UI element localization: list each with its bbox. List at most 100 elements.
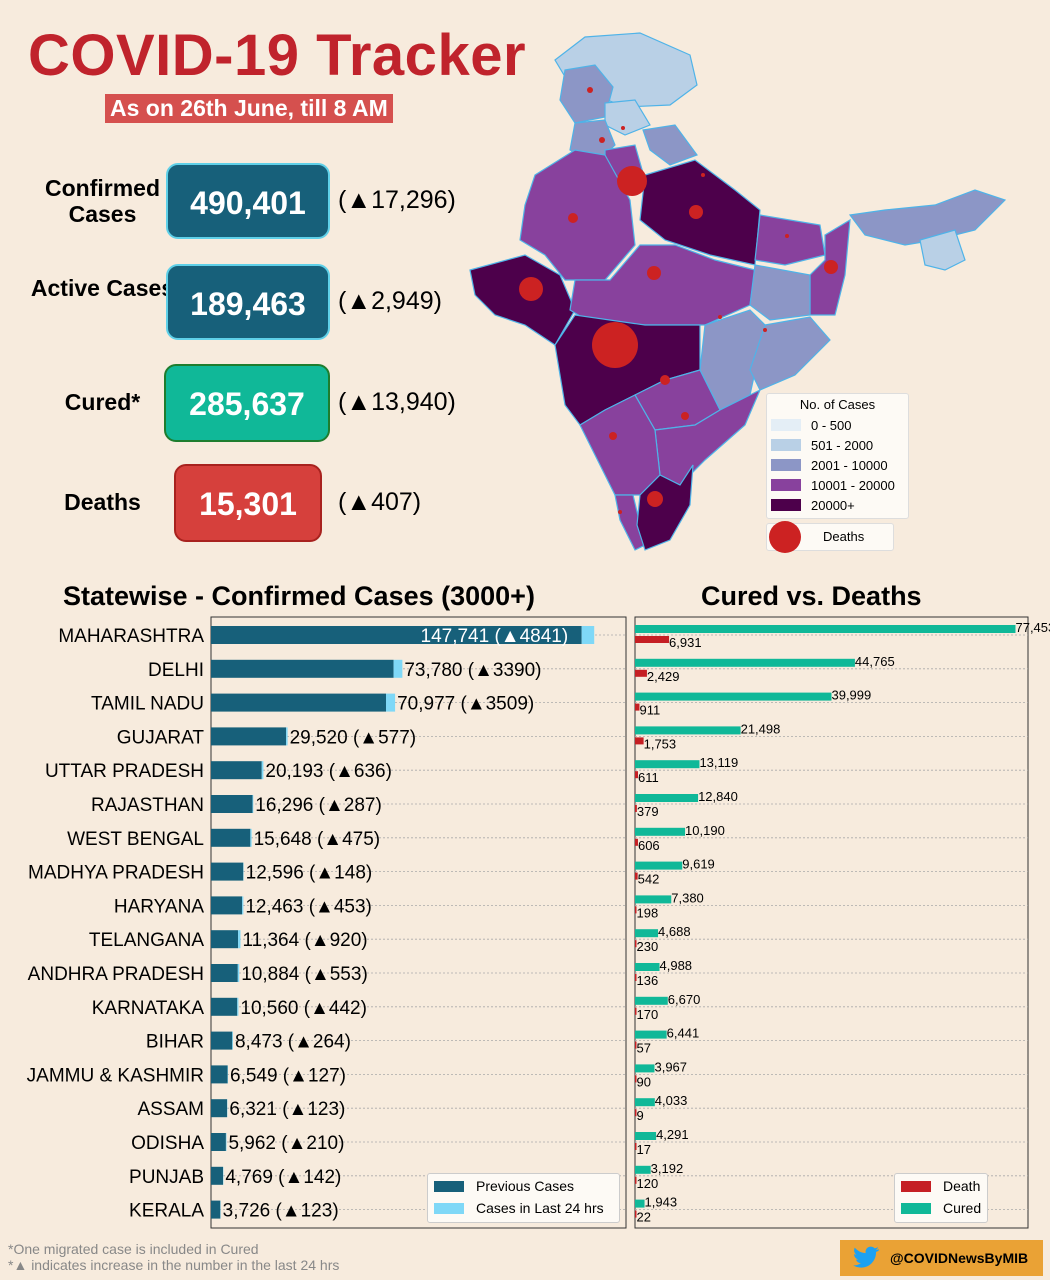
confirmed-value: 490,401 — [166, 163, 330, 239]
bar-value-label: 15,648 (▲475) — [254, 829, 381, 850]
cured-label: Cured* — [64, 389, 141, 415]
map-legend-swatch-1 — [771, 419, 801, 431]
bar-value-label: 10,560 (▲442) — [240, 998, 367, 1019]
bar-death — [635, 1210, 637, 1218]
bar-previous — [211, 1166, 224, 1185]
death-value-label: 22 — [637, 1210, 651, 1225]
death-value-label: 611 — [638, 770, 659, 785]
cured-value-label: 12,840 — [698, 789, 738, 804]
map-region-jharkhand — [749, 264, 811, 321]
death-value-label: 379 — [637, 804, 659, 819]
bar-value-label: 20,193 (▲636) — [265, 761, 392, 782]
map-region-uttarakhand — [642, 124, 698, 166]
deaths-delta: (▲407) — [338, 488, 422, 516]
footnote-increase: *▲ indicates increase in the number in t… — [8, 1257, 340, 1273]
category-label: HARYANA — [114, 896, 204, 917]
bar-cured — [635, 1098, 655, 1107]
category-label: KARNATAKA — [92, 998, 205, 1019]
death-value-label: 911 — [639, 703, 660, 718]
date-subtitle: As on 26th June, till 8 AM — [105, 94, 393, 123]
death-value-label: 120 — [637, 1176, 659, 1191]
confirmed-label: Confirmed Cases — [45, 175, 160, 227]
bar-last-24hrs — [237, 964, 240, 982]
bar-death — [635, 703, 640, 711]
cured-value-label: 6,670 — [668, 992, 701, 1007]
category-label: WEST BENGAL — [67, 829, 204, 850]
bar-previous — [211, 828, 251, 847]
bar-previous — [211, 1065, 228, 1084]
cured-value-label: 3,192 — [651, 1161, 684, 1176]
twitter-handle-text: @COVIDNewsByMIB — [890, 1250, 1029, 1266]
bar-value-label: 8,473 (▲264) — [235, 1032, 351, 1053]
bar-last-24hrs — [225, 1133, 227, 1151]
bar-previous — [211, 896, 243, 915]
twitter-handle-badge[interactable]: @COVIDNewsByMIB — [840, 1240, 1043, 1276]
bar-previous — [211, 1031, 233, 1050]
cured-value: 285,637 — [164, 364, 330, 442]
map-legend-label: 20000+ — [811, 497, 855, 513]
bar-cured — [635, 895, 672, 904]
cured-delta: (▲13,940) — [338, 388, 456, 416]
legend-swatch-last24 — [434, 1202, 464, 1214]
cured-value-label: 6,441 — [667, 1026, 700, 1041]
cured-deaths-chart-title: Cured vs. Deaths — [701, 581, 922, 611]
deaths-legend-label: Deaths — [823, 529, 865, 544]
bar-previous — [211, 862, 244, 881]
bar-death — [635, 974, 637, 981]
cured-value-label: 21,498 — [741, 721, 781, 736]
bar-death — [635, 636, 670, 643]
cured-value-label: 9,619 — [682, 857, 715, 872]
map-region-odisha — [749, 316, 831, 391]
statewise-chart-legend: Previous Cases Cases in Last 24 hrs — [427, 1173, 620, 1223]
bar-death — [635, 805, 637, 812]
bar-value-label: 70,977 (▲3509) — [397, 694, 534, 715]
active-label: Active Cases — [30, 275, 175, 301]
bar-previous — [211, 727, 287, 746]
bar-cured — [635, 827, 686, 836]
map-legend-label: 0 - 500 — [811, 417, 852, 433]
death-value-label: 606 — [638, 838, 660, 853]
bar-death — [635, 1075, 637, 1083]
cured-value-label: 4,291 — [656, 1127, 689, 1142]
bar-death — [635, 1007, 637, 1015]
bar-cured — [635, 1064, 655, 1073]
death-value-label: 1,753 — [644, 736, 677, 751]
bar-previous — [211, 795, 253, 813]
category-label: ANDHRA PRADESH — [28, 964, 204, 985]
map-legend: No. of Cases 0 - 500 501 - 2000 2001 - 1… — [766, 393, 909, 519]
death-value-label: 136 — [637, 973, 659, 988]
bar-last-24hrs — [238, 930, 241, 949]
active-delta: (▲2,949) — [338, 287, 442, 315]
cured-value-label: 10,190 — [685, 823, 725, 838]
bar-previous — [211, 693, 386, 712]
bar-cured — [635, 1165, 651, 1174]
bar-previous — [211, 1133, 226, 1151]
cured-value-label: 4,033 — [655, 1093, 688, 1108]
map-legend-label: 501 - 2000 — [811, 437, 874, 453]
map-legend-swatch-5 — [771, 499, 801, 511]
legend-label-last24: Cases in Last 24 hrs — [476, 1200, 604, 1216]
map-region-assam — [848, 189, 1007, 246]
bar-cured — [635, 1199, 645, 1208]
legend-label-cured: Cured — [943, 1200, 982, 1216]
bar-value-label: 12,596 (▲148) — [246, 863, 373, 884]
category-label: GUJARAT — [117, 727, 205, 748]
deaths-value: 15,301 — [174, 464, 322, 542]
cured-value-label: 13,119 — [699, 755, 738, 770]
deaths-label: Deaths — [64, 489, 141, 515]
bar-value-label: 4,769 (▲142) — [225, 1167, 341, 1188]
bar-death — [635, 872, 638, 880]
death-value-label: 6,931 — [669, 635, 702, 650]
bar-death — [635, 906, 637, 914]
legend-label-death: Death — [943, 1178, 981, 1194]
bar-last-24hrs — [581, 626, 595, 644]
bar-cured — [635, 658, 855, 667]
category-label: PUNJAB — [129, 1167, 204, 1188]
death-value-label: 90 — [637, 1074, 651, 1089]
legend-swatch-previous — [434, 1180, 464, 1192]
map-region-ne-south — [919, 229, 966, 271]
map-legend-item: 10001 - 20000 — [767, 475, 908, 495]
death-value-label: 198 — [637, 905, 659, 920]
cured-value-label: 77,453 — [1015, 620, 1050, 635]
bar-death — [635, 771, 639, 779]
